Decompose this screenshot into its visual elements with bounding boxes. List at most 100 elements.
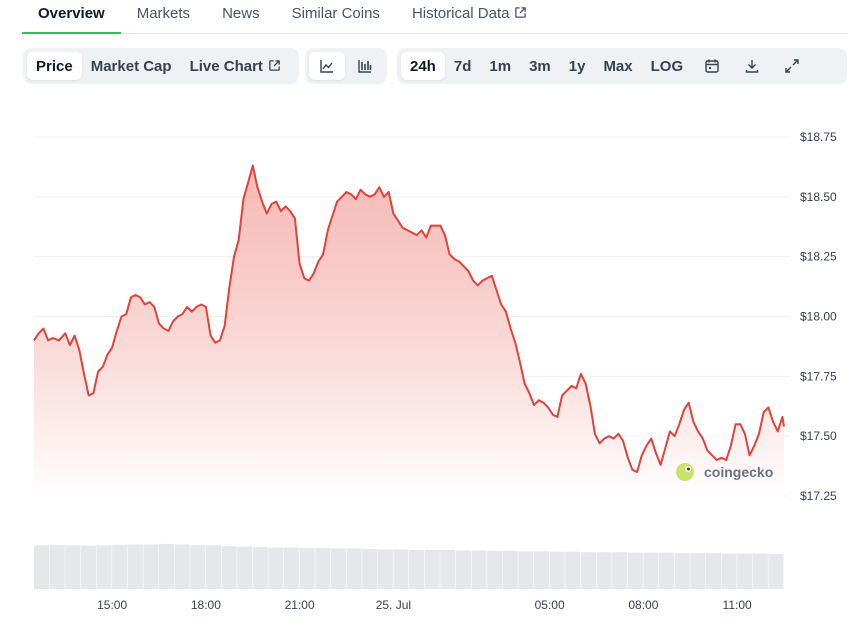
volume-bar <box>518 551 534 589</box>
tab-label: Markets <box>136 5 191 22</box>
range-label: 24h <box>410 57 436 75</box>
range-label: 7d <box>453 57 472 75</box>
y-tick-label: $17.75 <box>800 369 837 383</box>
volume-bar <box>502 550 518 589</box>
market-cap-button[interactable]: Market Cap <box>82 52 181 80</box>
volume-bar <box>659 552 675 589</box>
chart-type-group <box>305 48 387 84</box>
volume-bar <box>534 551 550 589</box>
range-label: Max <box>603 57 633 75</box>
live-chart-button[interactable]: Live Chart <box>181 52 290 80</box>
volume-bar <box>174 544 190 589</box>
price-line[interactable] <box>33 164 785 474</box>
expand-icon <box>783 57 801 75</box>
range-log-button[interactable]: LOG <box>642 52 693 80</box>
volume-bar <box>143 544 159 589</box>
volume-bar <box>721 553 737 589</box>
button-label: Market Cap <box>90 57 172 75</box>
external-link-icon <box>263 58 281 75</box>
volume-bar <box>455 550 471 589</box>
tab-label: Overview <box>38 5 105 22</box>
x-axis-labels: 15:00 18:00 21:00 25. Jul 05:00 08:00 11:00 <box>97 598 752 612</box>
x-tick-label: 05:00 <box>535 598 565 612</box>
volume-bar <box>362 548 378 589</box>
volume-bar <box>690 553 706 589</box>
top-tab-bar: Overview Markets News Similar Coins Historic… <box>22 0 848 34</box>
volume-bar <box>221 546 237 589</box>
view-options-group: Price Market Cap Live Chart <box>23 48 299 84</box>
button-label: Live Chart <box>189 57 263 75</box>
tab-label: Similar Coins <box>291 5 380 22</box>
range-24h-button[interactable]: 24h <box>401 52 445 80</box>
x-tick-label: 21:00 <box>285 598 315 612</box>
y-tick-label: $18.50 <box>800 190 837 204</box>
tab-overview[interactable]: Overview <box>22 0 121 34</box>
tab-label: Historical Data <box>411 5 510 22</box>
range-1y-button[interactable]: 1y <box>560 52 595 80</box>
volume-bar <box>190 544 206 589</box>
range-max-button[interactable]: Max <box>594 52 641 80</box>
x-tick-label: 08:00 <box>628 598 658 612</box>
watermark-text: coingecko <box>704 464 773 480</box>
y-tick-label: $17.50 <box>800 429 837 443</box>
range-group: 24h 7d 1m 3m 1y Max LOG <box>397 48 847 84</box>
volume-bar <box>284 547 300 589</box>
y-tick-label: $18.25 <box>800 250 837 264</box>
x-tick-label: 15:00 <box>97 598 127 612</box>
x-tick-label: 11:00 <box>723 598 752 612</box>
y-tick-label: $18.75 <box>800 130 837 144</box>
tab-similar-coins[interactable]: Similar Coins <box>276 0 396 34</box>
volume-bar <box>346 548 362 589</box>
range-1m-button[interactable]: 1m <box>480 52 520 80</box>
button-label: Price <box>36 57 73 75</box>
volume-bar <box>768 554 784 589</box>
volume-bar <box>737 553 753 589</box>
volume-bar <box>487 550 503 589</box>
volume-bars <box>34 543 784 589</box>
volume-bar <box>112 544 128 589</box>
volume-bar <box>674 553 690 589</box>
volume-bar <box>424 549 440 589</box>
tab-label: News <box>222 5 260 22</box>
volume-bar <box>565 551 581 589</box>
y-axis-labels: $18.75 $18.50 $18.25 $18.00 $17.75 $17.50 $17.… <box>800 130 837 503</box>
coingecko-logo-pupil-icon <box>687 467 690 471</box>
price-chart[interactable]: $18.75 $18.50 $18.25 $18.00 $17.75 $17.50 $17.… <box>0 100 857 624</box>
y-tick-label: $18.00 <box>800 310 837 324</box>
external-link-icon <box>509 5 527 22</box>
volume-bar <box>268 547 284 589</box>
price-area-fill <box>34 165 784 498</box>
volume-bar <box>580 552 596 589</box>
line-chart-button[interactable] <box>309 52 345 80</box>
volume-bar <box>377 549 393 589</box>
range-3m-button[interactable]: 3m <box>520 52 560 80</box>
tab-historical-data[interactable]: Historical Data <box>396 0 544 34</box>
volume-bar <box>596 552 612 589</box>
range-7d-button[interactable]: 7d <box>445 52 481 80</box>
volume-bar <box>65 545 81 589</box>
tab-markets[interactable]: Markets <box>121 0 206 34</box>
tab-news[interactable]: News <box>206 0 276 34</box>
volume-bar <box>705 553 721 589</box>
price-button[interactable]: Price <box>27 52 82 80</box>
volume-bar <box>612 552 628 589</box>
volume-bar <box>299 548 315 589</box>
volume-bar <box>315 548 331 589</box>
volume-bar <box>127 544 143 589</box>
ohlc-chart-icon <box>356 57 374 75</box>
volume-bar <box>440 549 456 589</box>
download-icon <box>743 57 761 75</box>
volume-bar <box>409 549 425 589</box>
calendar-button[interactable] <box>692 52 732 80</box>
volume-bar <box>159 543 175 589</box>
download-button[interactable] <box>732 52 772 80</box>
range-label: 3m <box>529 57 551 75</box>
volume-bar <box>205 545 221 589</box>
coingecko-logo-icon <box>676 463 694 481</box>
volume-bar <box>49 544 65 589</box>
ohlc-chart-button[interactable] <box>347 52 383 80</box>
volume-bar <box>237 546 253 589</box>
volume-bar <box>643 552 659 589</box>
expand-button[interactable] <box>772 52 812 80</box>
volume-bar <box>752 553 768 589</box>
